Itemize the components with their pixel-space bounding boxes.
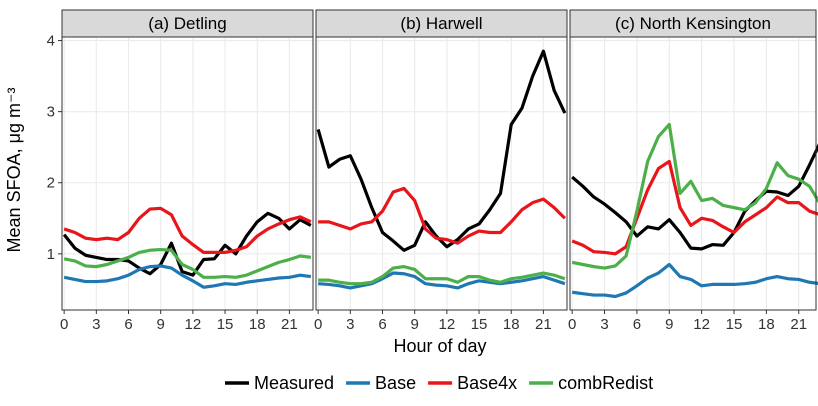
x-tick-label: 3 — [92, 316, 100, 333]
series-line — [318, 186, 566, 245]
x-tick-label: 18 — [249, 316, 266, 333]
series-line — [63, 264, 312, 289]
series-line — [318, 265, 566, 286]
panel — [570, 37, 816, 310]
x-tick-label: 0 — [568, 316, 576, 333]
series-line — [571, 143, 818, 251]
x-tick-label: 15 — [471, 316, 488, 333]
series-line — [571, 159, 818, 256]
x-tick-label: 9 — [411, 316, 419, 333]
y-tick-label: 4 — [47, 33, 55, 50]
x-tick-label: 12 — [185, 316, 202, 333]
legend-label: combRedist — [558, 373, 653, 393]
panel-border — [61, 36, 314, 311]
x-tick-label: 12 — [693, 316, 710, 333]
y-tick-label: 3 — [47, 104, 55, 121]
legend-label: Base — [375, 373, 416, 393]
x-tick-label: 21 — [535, 316, 552, 333]
x-tick-label: 0 — [60, 316, 68, 333]
x-tick-label: 18 — [758, 316, 775, 333]
series-line — [318, 271, 566, 290]
x-tick-label: 3 — [600, 316, 608, 333]
x-tick-label: 21 — [281, 316, 298, 333]
series-line — [316, 49, 567, 252]
y-axis-title: Mean SFOA, μg m⁻³ — [4, 88, 24, 253]
series-line — [571, 122, 818, 270]
panel-border — [315, 36, 568, 311]
x-tick-label: 18 — [503, 316, 520, 333]
x-tick-label: 21 — [790, 316, 807, 333]
panel — [316, 37, 567, 310]
series-line — [62, 211, 312, 277]
x-tick-label: 9 — [157, 316, 165, 333]
y-tick-label: 1 — [47, 246, 55, 263]
facet-title: (a) Detling — [148, 14, 226, 33]
legend-label: Measured — [254, 373, 334, 393]
legend-label: Base4x — [457, 373, 517, 393]
x-tick-label: 12 — [439, 316, 456, 333]
panel-border — [569, 36, 817, 311]
x-tick-label: 15 — [217, 316, 234, 333]
series-line — [63, 206, 312, 255]
x-tick-label: 0 — [314, 316, 322, 333]
x-axis-title: Hour of day — [393, 336, 486, 356]
x-tick-label: 15 — [726, 316, 743, 333]
facet-title: (b) Harwell — [400, 14, 482, 33]
panel — [62, 37, 313, 310]
facet-strip — [61, 9, 314, 38]
y-tick-label: 2 — [47, 175, 55, 192]
series-line — [571, 262, 818, 299]
x-tick-label: 3 — [346, 316, 354, 333]
x-tick-label: 9 — [665, 316, 673, 333]
x-tick-label: 6 — [633, 316, 641, 333]
facet-strip — [569, 9, 817, 38]
x-tick-label: 6 — [124, 316, 132, 333]
facet-title: (c) North Kensington — [615, 14, 771, 33]
series-line — [63, 247, 312, 279]
x-tick-label: 6 — [378, 316, 386, 333]
